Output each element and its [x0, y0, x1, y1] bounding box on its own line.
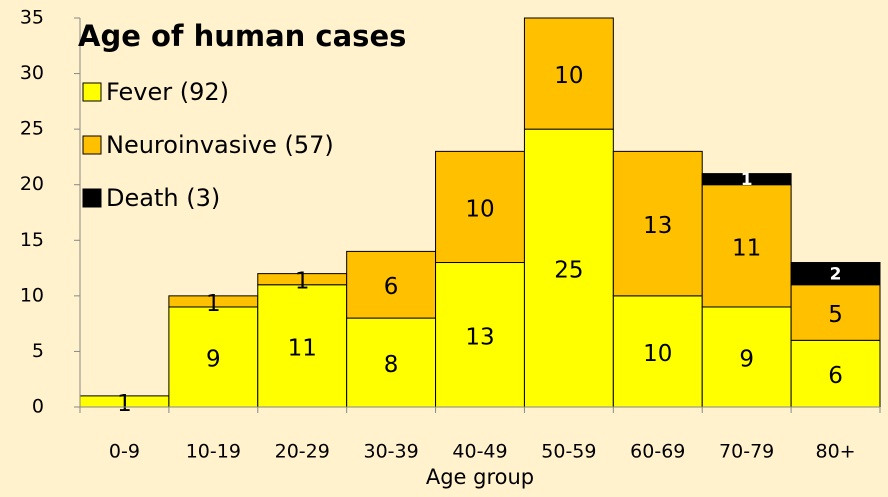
bar-segment [523, 17, 614, 130]
bar-segment [168, 306, 259, 408]
y-tick-label: 10 [20, 284, 44, 306]
bar-segment [612, 295, 703, 408]
x-axis-label: Age group [426, 465, 534, 489]
x-tick-label: 80+ [816, 441, 856, 463]
x-tick-label: 10-19 [186, 441, 241, 463]
data-label: 10 [465, 196, 494, 222]
bar-segment [346, 250, 437, 319]
y-tick-label: 15 [20, 229, 44, 251]
data-label: 1 [117, 391, 132, 417]
bar-segment [701, 184, 792, 308]
data-label: 13 [465, 324, 494, 350]
data-label: 11 [732, 235, 761, 261]
bar-segment [790, 262, 881, 286]
data-label: 2 [830, 265, 842, 285]
x-tick-label: 0-9 [109, 441, 140, 463]
bar-segment [435, 150, 525, 264]
bar-segment [435, 262, 525, 408]
x-tick-label: 70-79 [719, 441, 774, 463]
x-tick-label: 50-59 [541, 441, 596, 463]
x-tick-label: 30-39 [364, 441, 419, 463]
data-label: 1 [741, 170, 753, 190]
y-tick-label: 0 [32, 396, 44, 418]
legend-swatch [82, 135, 102, 155]
data-label: 10 [643, 341, 672, 367]
data-label: 1 [295, 269, 310, 295]
bar-segment [612, 150, 703, 297]
x-tick-label: 60-69 [630, 441, 685, 463]
data-label: 13 [643, 213, 672, 239]
data-label: 1 [206, 291, 221, 317]
legend-swatch [82, 82, 102, 102]
bar-segment [790, 339, 881, 408]
legend-label: Fever (92) [106, 78, 229, 106]
data-label: 5 [828, 302, 843, 328]
legend-label: Neuroinvasive (57) [106, 131, 334, 159]
bar-segment [701, 173, 792, 186]
x-tick-label: 40-49 [452, 441, 507, 463]
bar-segment [701, 306, 792, 408]
legend-swatch [82, 188, 102, 208]
chart-title: Age of human cases [78, 19, 406, 53]
data-label: 6 [828, 363, 843, 389]
bar-segment [790, 284, 881, 341]
data-label: 9 [739, 346, 754, 372]
y-tick-label: 30 [20, 62, 44, 84]
bar-segment [523, 128, 614, 408]
data-label: 11 [288, 335, 317, 361]
data-label: 25 [554, 258, 583, 284]
x-tick-label: 20-29 [275, 441, 330, 463]
y-tick-label: 35 [20, 7, 44, 29]
legend-label: Death (3) [106, 184, 220, 212]
y-tick-label: 20 [20, 173, 44, 195]
data-label: 9 [206, 346, 221, 372]
data-label: 8 [384, 352, 399, 378]
data-label: 6 [384, 274, 399, 300]
y-tick-label: 25 [20, 118, 44, 140]
data-label: 10 [554, 63, 583, 89]
y-tick-label: 5 [32, 340, 44, 362]
